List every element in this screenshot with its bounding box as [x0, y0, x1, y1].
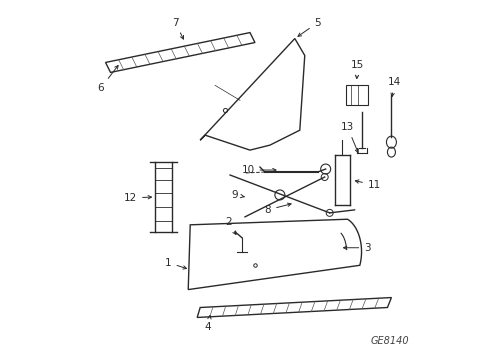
Bar	[345, 85, 368, 105]
Text: 12: 12	[124, 193, 151, 203]
Text: 10: 10	[242, 165, 276, 175]
Text: 1: 1	[165, 258, 187, 269]
Text: 7: 7	[172, 18, 183, 39]
Text: GE8140: GE8140	[370, 336, 409, 346]
Text: 14: 14	[388, 77, 401, 96]
Text: 3: 3	[343, 243, 371, 253]
Text: 13: 13	[341, 122, 358, 153]
Text: 2: 2	[225, 217, 236, 234]
Text: 6: 6	[97, 66, 118, 93]
Text: 4: 4	[205, 316, 212, 332]
Text: 11: 11	[355, 180, 381, 190]
Text: 8: 8	[265, 203, 291, 215]
Text: 5: 5	[298, 18, 321, 36]
Text: 9: 9	[232, 190, 244, 200]
Text: 15: 15	[351, 60, 364, 78]
